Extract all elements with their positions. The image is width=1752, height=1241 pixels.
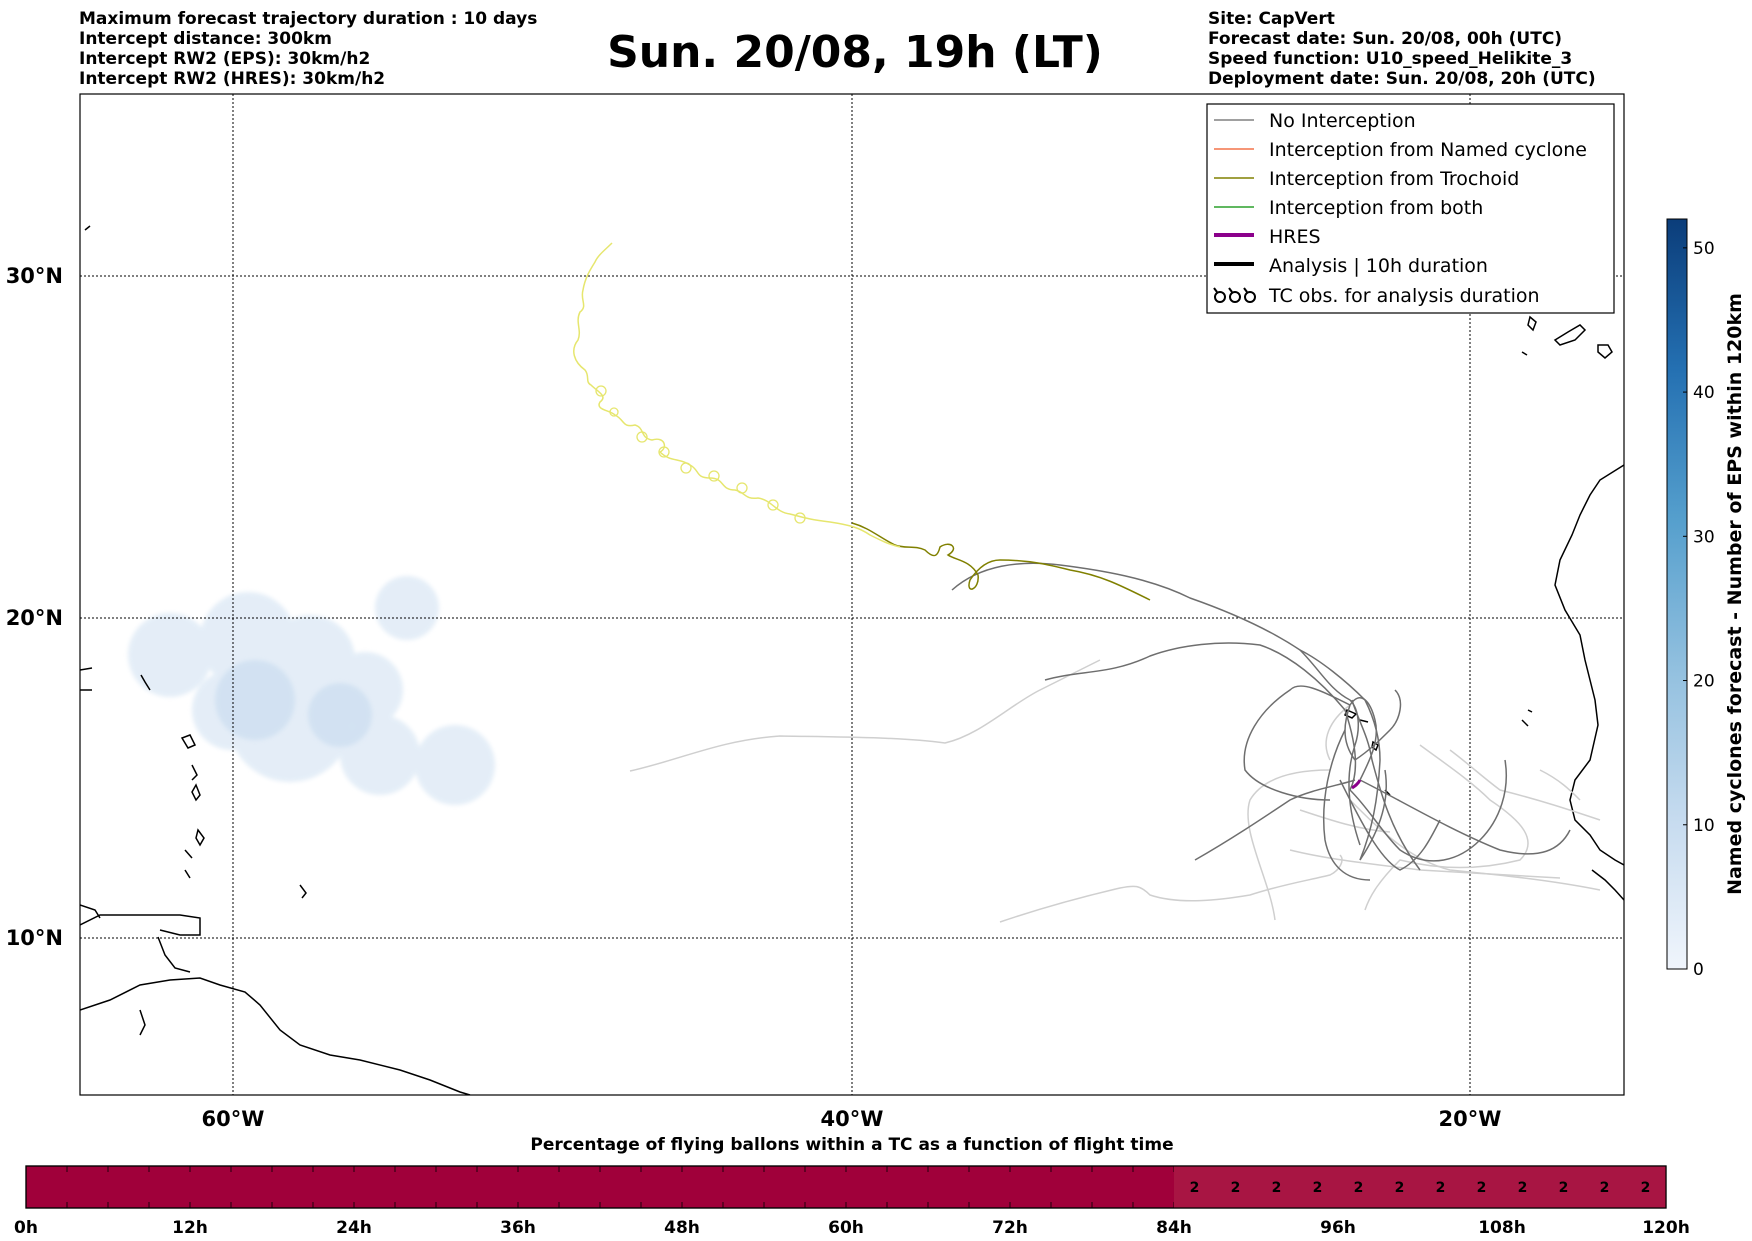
legend-label: No Interception <box>1269 110 1416 132</box>
lon-label-20w: 20°W <box>1439 1107 1502 1131</box>
colorbar-gradient <box>1666 218 1688 970</box>
legend-label: Interception from Named cyclone <box>1269 139 1587 161</box>
flight-time-timeline: Percentage of flying ballons within a TC… <box>14 1135 1690 1238</box>
legend-item-no-interception: No Interception <box>1214 110 1416 132</box>
lat-label-10n: 10°N <box>6 926 63 950</box>
header-right-line-1: Site: CapVert <box>1208 9 1335 29</box>
timeline-cell <box>1297 1166 1338 1208</box>
timeline-cell <box>1215 1166 1256 1208</box>
colorbar-tick-label: 10 <box>1693 816 1715 836</box>
timeline-cell-value: 2 <box>1354 1180 1364 1196</box>
timeline-cell-value: 2 <box>1559 1180 1569 1196</box>
timeline-cell <box>1420 1166 1461 1208</box>
lon-label-40w: 40°W <box>821 1107 884 1131</box>
colorbar-tick-label: 40 <box>1693 383 1715 403</box>
legend-item-named-cyclone: Interception from Named cyclone <box>1214 139 1587 161</box>
legend-item-analysis: Analysis | 10h duration <box>1214 255 1488 277</box>
map-frame <box>79 93 1625 1096</box>
map-panel: 30°N 20°N 10°N 60°W 40°W 20°W <box>6 93 1625 1131</box>
colorbar-tick-label: 20 <box>1693 672 1715 692</box>
timeline-tick-label: 36h <box>500 1218 536 1238</box>
trajectory-trochoid-interception <box>851 522 1151 601</box>
timeline-cell-value: 2 <box>1231 1180 1241 1196</box>
header-right-line-2: Forecast date: Sun. 20/08, 00h (UTC) <box>1208 29 1562 49</box>
colorbar-ticks: 0 10 20 30 40 50 <box>1683 239 1715 980</box>
timeline-tick-label: 108h <box>1478 1218 1526 1238</box>
legend-item-hres: HRES <box>1214 226 1321 248</box>
trajectory-hres <box>1351 779 1362 790</box>
timeline-cell <box>1584 1166 1625 1208</box>
coastlines <box>80 225 1624 1095</box>
timeline-cell-value: 2 <box>1313 1180 1323 1196</box>
timeline-cell <box>1256 1166 1297 1208</box>
legend-label: Analysis | 10h duration <box>1269 255 1488 277</box>
timeline-cell-value: 2 <box>1600 1180 1610 1196</box>
timeline-tick-label: 0h <box>14 1218 38 1238</box>
timeline-cell-value: 2 <box>1477 1180 1487 1196</box>
header-left-line-1: Maximum forecast trajectory duration : 1… <box>79 9 537 29</box>
header-right: Site: CapVert Forecast date: Sun. 20/08,… <box>1208 9 1596 89</box>
legend-item-tc-obs: TC obs. for analysis duration <box>1213 285 1540 307</box>
timeline-cell <box>1625 1166 1666 1208</box>
timeline-tick-label: 72h <box>992 1218 1028 1238</box>
timeline-tick-label: 96h <box>1320 1218 1356 1238</box>
figure-title: Sun. 20/08, 19h (LT) <box>607 27 1103 78</box>
timeline-cell <box>1379 1166 1420 1208</box>
colorbar-tick-label: 30 <box>1693 527 1715 547</box>
timeline-title: Percentage of flying ballons within a TC… <box>530 1135 1173 1155</box>
legend-item-trochoid: Interception from Trochoid <box>1214 168 1519 190</box>
timeline-cell <box>1543 1166 1584 1208</box>
timeline-frame <box>25 1165 1667 1209</box>
legend-label: TC obs. for analysis duration <box>1268 285 1540 307</box>
timeline-tick-label: 48h <box>664 1218 700 1238</box>
header-left-line-4: Intercept RW2 (HRES): 30km/h2 <box>79 69 385 89</box>
timeline-cell-value: 2 <box>1436 1180 1446 1196</box>
legend: No Interception Interception from Named … <box>1206 103 1615 314</box>
timeline-cell-value: 2 <box>1395 1180 1405 1196</box>
header-left: Maximum forecast trajectory duration : 1… <box>79 9 537 89</box>
trajectories-no-interception-dark <box>951 562 1571 881</box>
timeline-tick-label: 120h <box>1642 1218 1690 1238</box>
trajectory-yellow-loops <box>595 385 806 524</box>
legend-box <box>1206 103 1615 314</box>
header-right-line-4: Deployment date: Sun. 20/08, 20h (UTC) <box>1208 69 1596 89</box>
timeline-tick-label: 60h <box>828 1218 864 1238</box>
colorbar-label: Named cyclones forecast - Number of EPS … <box>1724 293 1746 895</box>
legend-label: Interception from both <box>1269 197 1483 219</box>
map-gridlines <box>80 94 1624 1095</box>
colorbar-tick-label: 50 <box>1693 239 1715 259</box>
timeline-cells: 2 2 2 2 2 2 2 2 2 2 2 2 <box>25 1165 1667 1209</box>
timeline-cell <box>1338 1166 1379 1208</box>
cyclone-symbol-icon <box>1213 287 1256 303</box>
colorbar-tick-label: 0 <box>1693 960 1704 980</box>
legend-item-both: Interception from both <box>1214 197 1483 219</box>
timeline-cell-value: 2 <box>1518 1180 1528 1196</box>
colorbar: 0 10 20 30 40 50 Named cyclones forecast - Nu… <box>1666 218 1746 980</box>
timeline-cell <box>1461 1166 1502 1208</box>
lon-label-60w: 60°W <box>202 1107 265 1131</box>
timeline-tick-label: 84h <box>1156 1218 1192 1238</box>
header-left-line-3: Intercept RW2 (EPS): 30km/h2 <box>79 49 370 69</box>
legend-label: Interception from Trochoid <box>1269 168 1519 190</box>
timeline-cell-value: 2 <box>1190 1180 1200 1196</box>
timeline-tick-label: 24h <box>336 1218 372 1238</box>
legend-label: HRES <box>1269 226 1321 248</box>
timeline-cell-value: 2 <box>1272 1180 1282 1196</box>
trajectory-yellow <box>573 242 901 548</box>
timeline-cell <box>1502 1166 1543 1208</box>
timeline-tick-label: 12h <box>172 1218 208 1238</box>
header-right-line-3: Speed function: U10_speed_Helikite_3 <box>1208 49 1572 69</box>
header-left-line-2: Intercept distance: 300km <box>79 29 332 49</box>
timeline-cell <box>1174 1166 1215 1208</box>
lat-label-30n: 30°N <box>6 264 63 288</box>
lat-label-20n: 20°N <box>6 606 63 630</box>
cyclone-probability-core <box>215 660 372 747</box>
timeline-cell-value: 2 <box>1641 1180 1651 1196</box>
